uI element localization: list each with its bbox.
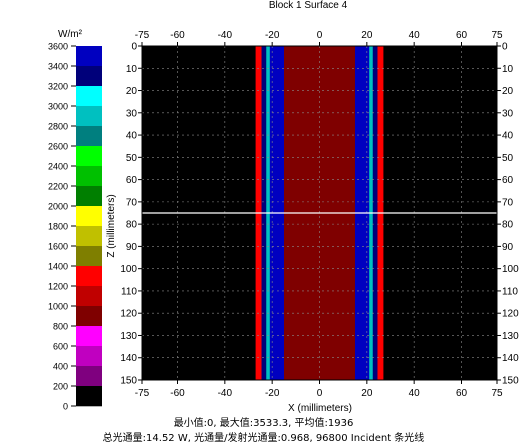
z-tick-label-left: 120 [120, 309, 137, 320]
x-tick-label: 0 [317, 388, 323, 399]
colorbar-swatch [76, 66, 102, 87]
colorbar: 3600340032003000280026002400220020001800… [48, 42, 102, 412]
x-tick-label: -40 [218, 30, 233, 41]
colorbar-tick-label: 200 [53, 382, 68, 392]
x-tick-label: -75 [135, 388, 150, 399]
z-tick-label-right: 90 [502, 242, 514, 253]
x-tick-label: 0 [317, 30, 323, 41]
z-tick-label-right: 50 [502, 153, 514, 164]
z-tick-label-left: 70 [126, 197, 138, 208]
colorbar-tick-label: 0 [63, 402, 68, 412]
colorbar-swatch [76, 306, 102, 327]
colorbar-unit: W/m² [58, 29, 83, 40]
colorbar-swatch [76, 226, 102, 247]
colorbar-swatch [76, 106, 102, 127]
plot-axes: -75 -75 -60 -60 -40 -40 -20 -20 0 0 20 20 40 40 60 60 75… [120, 30, 519, 399]
x-tick-label: -60 [170, 30, 185, 41]
colorbar-tick-label: 3600 [48, 42, 68, 52]
z-tick-label-left: 80 [126, 220, 138, 231]
colorbar-tick-label: 1200 [48, 282, 68, 292]
z-tick-label-left: 130 [120, 331, 137, 342]
z-tick-label-left: 60 [126, 175, 138, 186]
x-tick-label: -75 [135, 30, 150, 41]
colorbar-swatch [76, 166, 102, 187]
z-tick-label-right: 10 [502, 64, 514, 75]
colorbar-swatch [76, 286, 102, 307]
heatmap-plot [110, 46, 527, 380]
colorbar-swatch [76, 266, 102, 287]
colorbar-tick-label: 2200 [48, 182, 68, 192]
colorbar-tick-label: 2800 [48, 122, 68, 132]
z-tick-label-left: 140 [120, 353, 137, 364]
z-tick-label-right: 0 [502, 42, 508, 53]
z-tick-label-left: 90 [126, 242, 138, 253]
colorbar-swatch [76, 366, 102, 387]
z-tick-label-right: 110 [502, 286, 518, 297]
z-tick-label-left: 10 [126, 64, 138, 75]
z-tick-label-right: 30 [502, 108, 514, 119]
z-tick-label-right: 140 [502, 353, 519, 364]
z-tick-label-right: 130 [502, 331, 519, 342]
z-tick-label-right: 70 [502, 197, 514, 208]
x-tick-label: 60 [456, 388, 468, 399]
colorbar-tick-label: 1000 [48, 302, 68, 312]
colorbar-swatch [76, 186, 102, 207]
z-tick-label-left: 40 [126, 131, 138, 142]
z-tick-label-right: 40 [502, 131, 514, 142]
colorbar-swatch [76, 126, 102, 147]
colorbar-swatch [76, 46, 102, 67]
colorbar-tick-label: 3200 [48, 82, 68, 92]
z-tick-label-right: 60 [502, 175, 514, 186]
colorbar-tick-label: 600 [53, 342, 68, 352]
x-tick-label: -60 [170, 388, 185, 399]
colorbar-swatch [76, 206, 102, 227]
z-tick-label-right: 20 [502, 86, 514, 97]
z-tick-label-right: 150 [502, 376, 519, 387]
colorbar-tick-label: 1600 [48, 242, 68, 252]
x-tick-label: 75 [491, 30, 503, 41]
stats-line-2: 总光通量:14.52 W, 光通量/发射光通量:0.968, 96800 Inc… [102, 433, 425, 444]
colorbar-tick-label: 2400 [48, 162, 68, 172]
x-tick-label: 60 [456, 30, 468, 41]
colorbar-tick-label: 1800 [48, 222, 68, 232]
colorbar-swatch [76, 246, 102, 267]
colorbar-tick-label: 3400 [48, 62, 68, 72]
x-tick-label: 20 [361, 388, 373, 399]
x-tick-label: -20 [265, 388, 280, 399]
z-tick-label-left: 150 [120, 376, 137, 387]
x-tick-label: 40 [409, 388, 421, 399]
colorbar-swatch [76, 146, 102, 167]
x-axis-label: X (millimeters) [288, 403, 352, 414]
z-tick-label-right: 80 [502, 220, 514, 231]
z-axis-label: Z (millimeters) [106, 194, 117, 257]
x-tick-label: -20 [265, 30, 280, 41]
colorbar-swatch [76, 386, 102, 407]
x-tick-label: -40 [218, 388, 233, 399]
z-tick-label-left: 110 [121, 286, 137, 297]
z-tick-label-left: 20 [126, 86, 138, 97]
colorbar-tick-label: 3000 [48, 102, 68, 112]
x-tick-label: 20 [361, 30, 373, 41]
stats-line-1: 最小值:0, 最大值:3533.3, 平均值:1936 [173, 418, 354, 429]
colorbar-tick-label: 1400 [48, 262, 68, 272]
z-tick-label-left: 50 [126, 153, 138, 164]
z-tick-label-right: 120 [502, 309, 519, 320]
z-tick-label-left: 30 [126, 108, 138, 119]
z-tick-label-left: 0 [131, 42, 137, 53]
z-tick-label-right: 100 [502, 264, 519, 275]
colorbar-tick-label: 400 [53, 362, 68, 372]
colorbar-swatch [76, 86, 102, 107]
chart-title: Block 1 Surface 4 [269, 0, 348, 11]
x-tick-label: 40 [409, 30, 421, 41]
x-tick-label: 75 [491, 388, 503, 399]
z-tick-label-left: 100 [120, 264, 137, 275]
colorbar-swatch [76, 346, 102, 367]
colorbar-tick-label: 2000 [48, 202, 68, 212]
colorbar-tick-label: 2600 [48, 142, 68, 152]
colorbar-swatch [76, 326, 102, 347]
colorbar-tick-label: 800 [53, 322, 68, 332]
